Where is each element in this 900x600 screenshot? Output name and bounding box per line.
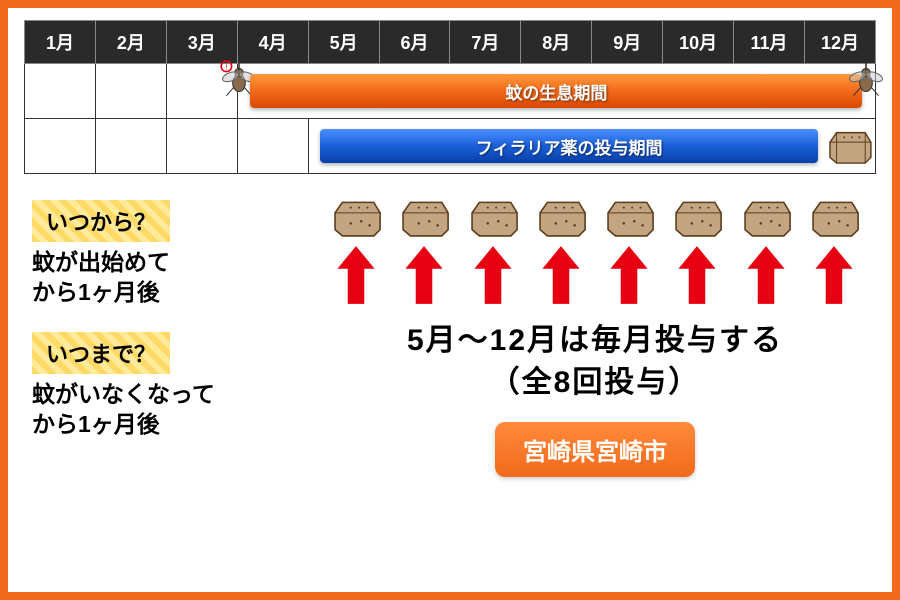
up-arrow-icon	[402, 244, 446, 306]
mosquito-period-bar: 蚊の生息期間	[250, 74, 862, 108]
month-header: 3月	[166, 21, 237, 64]
medicine-bar-label: フィラリア薬の投与期間	[476, 134, 663, 159]
chew-icon	[329, 194, 383, 238]
up-arrow-icon	[607, 244, 651, 306]
month-header: 5月	[308, 21, 379, 64]
svg-text:!: !	[225, 62, 227, 71]
up-arrow-icon	[471, 244, 515, 306]
chew-icon	[825, 125, 873, 165]
location-badge: 宮崎県宮崎市	[495, 422, 695, 477]
arrow-row	[314, 244, 876, 306]
month-header: 9月	[592, 21, 663, 64]
up-arrow-icon	[539, 244, 583, 306]
month-header: 2月	[95, 21, 166, 64]
dosing-column: 5月～12月は毎月投与する （全8回投与） 宮崎県宮崎市	[314, 194, 876, 477]
dosing-line2: （全8回投与）	[490, 366, 701, 399]
mosquito-icon	[845, 60, 887, 102]
medicine-row: フィラリア薬の投与期間	[25, 119, 876, 174]
lower-section: いつから？ 蚊が出始めてから1ヶ月後 いつまで？ 蚊がいなくなってから1ヶ月後 …	[24, 194, 876, 477]
from-tag: いつから？	[32, 200, 170, 242]
month-header: 1月	[25, 21, 96, 64]
up-arrow-icon	[334, 244, 378, 306]
chew-row	[314, 194, 876, 238]
dosing-line1: 5月～12月は毎月投与する	[407, 324, 783, 357]
month-header: 6月	[379, 21, 450, 64]
month-header: 10月	[663, 21, 734, 64]
up-arrow-icon	[744, 244, 788, 306]
qa-column: いつから？ 蚊が出始めてから1ヶ月後 いつまで？ 蚊がいなくなってから1ヶ月後	[24, 194, 314, 477]
calendar-table: 1月2月3月4月5月6月7月8月9月10月11月12月 ! 蚊の生息期間 フィラ…	[24, 20, 876, 174]
month-header: 11月	[734, 21, 805, 64]
chew-icon	[807, 194, 861, 238]
chew-icon	[739, 194, 793, 238]
chew-icon	[397, 194, 451, 238]
dosing-main-text: 5月～12月は毎月投与する （全8回投与）	[314, 320, 876, 404]
up-arrow-icon	[812, 244, 856, 306]
until-answer: 蚊がいなくなってから1ヶ月後	[32, 380, 314, 440]
month-header: 8月	[521, 21, 592, 64]
medicine-period-bar: フィラリア薬の投与期間	[320, 129, 818, 163]
chew-icon	[670, 194, 724, 238]
month-header: 4月	[237, 21, 308, 64]
mosquito-bar-label: 蚊の生息期間	[505, 79, 607, 104]
chew-icon	[534, 194, 588, 238]
chew-icon	[602, 194, 656, 238]
month-header: 7月	[450, 21, 521, 64]
chew-icon	[466, 194, 520, 238]
until-tag: いつまで？	[32, 332, 170, 374]
mosquito-row: ! 蚊の生息期間	[25, 64, 876, 119]
month-header: 12月	[804, 21, 875, 64]
month-header-row: 1月2月3月4月5月6月7月8月9月10月11月12月	[25, 21, 876, 64]
up-arrow-icon	[675, 244, 719, 306]
from-answer: 蚊が出始めてから1ヶ月後	[32, 248, 314, 308]
infographic-container: 1月2月3月4月5月6月7月8月9月10月11月12月 ! 蚊の生息期間 フィラ…	[0, 0, 900, 600]
